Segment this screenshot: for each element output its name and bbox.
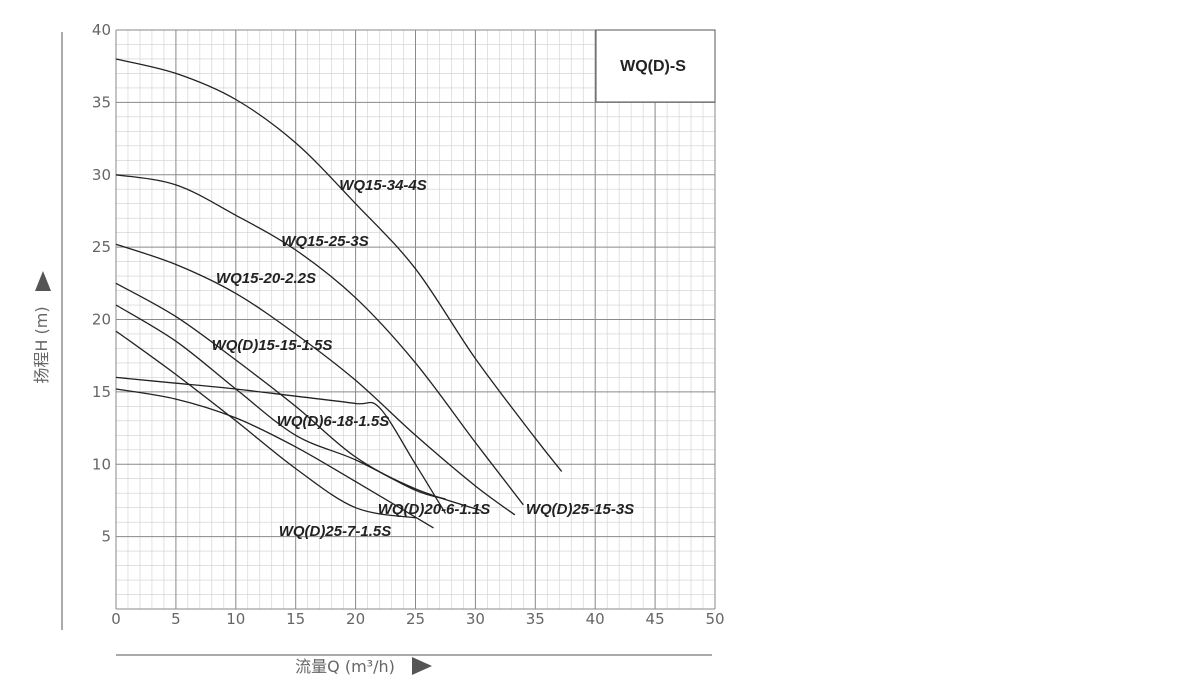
y-tick-label: 20 [92, 311, 111, 329]
curve-wq15-34-4s [115, 58, 563, 472]
x-tick-labels: 0 5 10 15 20 25 30 35 40 45 50 [111, 610, 724, 628]
curve-label: WQ(D)25-15-3S [526, 501, 634, 518]
x-axis-title: 流量Q (m³/h) [295, 657, 395, 676]
performance-curves [115, 58, 563, 529]
x-tick-label: 25 [406, 610, 425, 628]
y-tick-label: 10 [92, 455, 111, 473]
y-tick-label: 15 [92, 383, 111, 401]
x-tick-label: 20 [346, 610, 365, 628]
y-tick-label: 25 [92, 238, 111, 256]
curve-wq-d-20-6-1-1s [115, 304, 446, 500]
x-tick-label: 45 [646, 610, 665, 628]
curve-wq-d-25-7-1-5s [115, 330, 416, 519]
x-tick-label: 5 [171, 610, 181, 628]
y-tick-label: 35 [92, 93, 111, 111]
curve-wq-d-15-15-1-5s [115, 282, 482, 512]
curve-label: WQ(D)25-7-1.5S [279, 523, 392, 540]
y-tick-labels: 5 10 15 20 25 30 35 40 [92, 21, 111, 546]
curve-label: WQ15-34-4S [339, 177, 427, 194]
y-tick-label: 30 [92, 166, 111, 184]
chart-title: WQ(D)-S [620, 58, 686, 75]
model-title-box [595, 29, 716, 103]
y-axis-title: 扬程H (m) [32, 306, 51, 383]
x-tick-label: 10 [226, 610, 245, 628]
y-tick-label: 40 [92, 21, 111, 39]
curve-label: WQ15-20-2.2S [216, 270, 316, 287]
x-axis-arrow-icon [412, 657, 432, 675]
x-tick-label: 15 [286, 610, 305, 628]
y-tick-label: 5 [101, 528, 111, 546]
x-tick-label: 50 [705, 610, 724, 628]
x-tick-label: 40 [586, 610, 605, 628]
curve-wq15-25-3s [115, 174, 524, 506]
x-tick-label: 0 [111, 610, 121, 628]
x-tick-label: 35 [526, 610, 545, 628]
curve-wq-d-25-15-3s [115, 388, 434, 529]
curve-label: WQ(D)6-18-1.5S [277, 413, 390, 430]
curve-wq15-20-2-2s [115, 243, 516, 516]
x-tick-label: 30 [466, 610, 485, 628]
curve-label: WQ15-25-3S [281, 233, 369, 250]
curve-label: WQ(D)20-6-1.1S [378, 501, 491, 518]
curve-labels: WQ15-34-4S WQ15-25-3S WQ15-20-2.2S WQ(D)15-… [212, 177, 635, 540]
curve-label: WQ(D)15-15-1.5S [212, 337, 333, 354]
y-axis-arrow-icon [35, 271, 51, 291]
curve-wq-d-6-18-1-5s [115, 376, 447, 514]
